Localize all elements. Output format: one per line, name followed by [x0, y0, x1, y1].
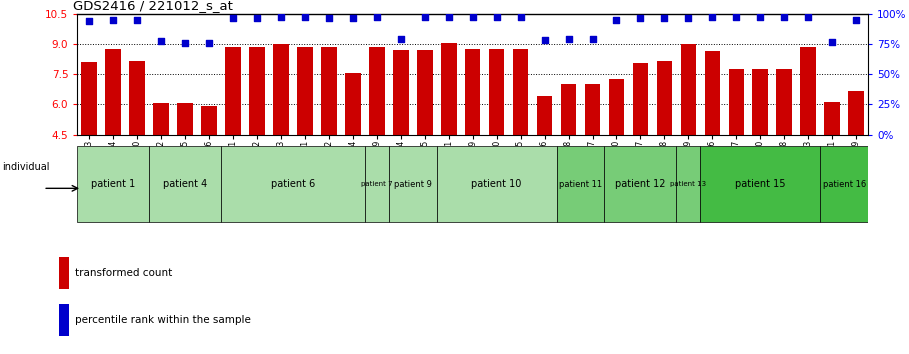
Text: patient 12: patient 12	[615, 179, 665, 189]
Bar	[393, 50, 408, 135]
Bar	[676, 146, 700, 222]
Point	[202, 40, 216, 46]
Text: patient 1: patient 1	[91, 179, 135, 189]
Point	[824, 39, 839, 45]
Bar	[584, 84, 600, 135]
Text: patient 9: patient 9	[394, 179, 432, 189]
Bar	[417, 50, 433, 135]
Bar	[345, 73, 361, 135]
Point	[634, 15, 648, 21]
Text: patient 16: patient 16	[823, 179, 865, 189]
Text: patient 7: patient 7	[361, 181, 393, 187]
Bar	[728, 69, 744, 135]
Bar	[105, 49, 121, 135]
Bar	[59, 257, 69, 289]
Bar	[221, 146, 365, 222]
Bar	[604, 146, 676, 222]
Bar	[441, 43, 456, 135]
Bar	[297, 47, 313, 135]
Point	[345, 15, 360, 21]
Bar	[201, 107, 217, 135]
Text: patient 13: patient 13	[670, 181, 706, 187]
Point	[130, 17, 145, 23]
Point	[178, 40, 193, 46]
Point	[442, 15, 456, 20]
Point	[777, 15, 792, 20]
Point	[274, 15, 288, 20]
Bar	[149, 146, 221, 222]
Point	[681, 15, 695, 21]
Bar	[225, 47, 241, 135]
Bar	[274, 44, 289, 135]
Point	[465, 15, 480, 20]
Bar	[369, 47, 385, 135]
Bar	[753, 69, 768, 135]
Bar	[561, 84, 576, 135]
Point	[322, 15, 336, 21]
Point	[297, 15, 312, 20]
Bar	[681, 44, 696, 135]
Text: patient 4: patient 4	[163, 179, 207, 189]
Point	[489, 15, 504, 20]
Bar	[77, 146, 149, 222]
Bar	[609, 79, 624, 135]
Bar	[365, 146, 389, 222]
Point	[417, 15, 432, 20]
Bar	[700, 146, 820, 222]
Bar	[776, 69, 792, 135]
Bar	[513, 49, 528, 135]
Point	[609, 17, 624, 23]
Bar	[389, 146, 436, 222]
Bar	[321, 47, 336, 135]
Point	[585, 36, 600, 42]
Bar	[249, 47, 265, 135]
Point	[370, 15, 385, 20]
Point	[394, 36, 408, 42]
Text: GDS2416 / 221012_s_at: GDS2416 / 221012_s_at	[74, 0, 234, 12]
Bar	[489, 49, 504, 135]
Bar	[801, 47, 816, 135]
Point	[561, 36, 575, 42]
Text: patient 6: patient 6	[271, 179, 315, 189]
Bar	[820, 146, 868, 222]
Point	[154, 39, 168, 44]
Bar	[129, 61, 145, 135]
Text: individual: individual	[2, 162, 49, 172]
Bar	[154, 103, 169, 135]
Point	[801, 15, 815, 20]
Text: patient 15: patient 15	[735, 179, 785, 189]
Bar	[556, 146, 604, 222]
Text: percentile rank within the sample: percentile rank within the sample	[75, 315, 251, 325]
Text: transformed count: transformed count	[75, 268, 172, 278]
Text: patient 10: patient 10	[472, 179, 522, 189]
Bar	[464, 49, 481, 135]
Point	[849, 17, 864, 23]
Bar	[177, 103, 193, 135]
Point	[657, 15, 672, 21]
Point	[753, 15, 767, 20]
Bar	[537, 96, 553, 135]
Bar	[848, 91, 864, 135]
Bar	[704, 51, 720, 135]
Point	[537, 38, 552, 43]
Bar	[82, 62, 97, 135]
Point	[705, 15, 720, 20]
Bar	[633, 63, 648, 135]
Point	[106, 17, 121, 23]
Bar	[824, 102, 840, 135]
Point	[250, 15, 265, 21]
Point	[225, 15, 240, 21]
Bar	[436, 146, 556, 222]
Bar	[656, 61, 672, 135]
Point	[82, 18, 96, 24]
Point	[514, 15, 528, 20]
Bar	[59, 304, 69, 336]
Text: patient 11: patient 11	[559, 179, 602, 189]
Point	[729, 15, 744, 20]
